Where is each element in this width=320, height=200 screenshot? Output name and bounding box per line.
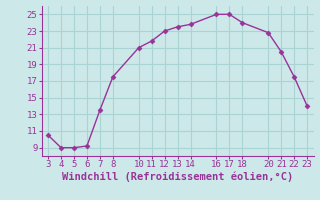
X-axis label: Windchill (Refroidissement éolien,°C): Windchill (Refroidissement éolien,°C) [62, 172, 293, 182]
